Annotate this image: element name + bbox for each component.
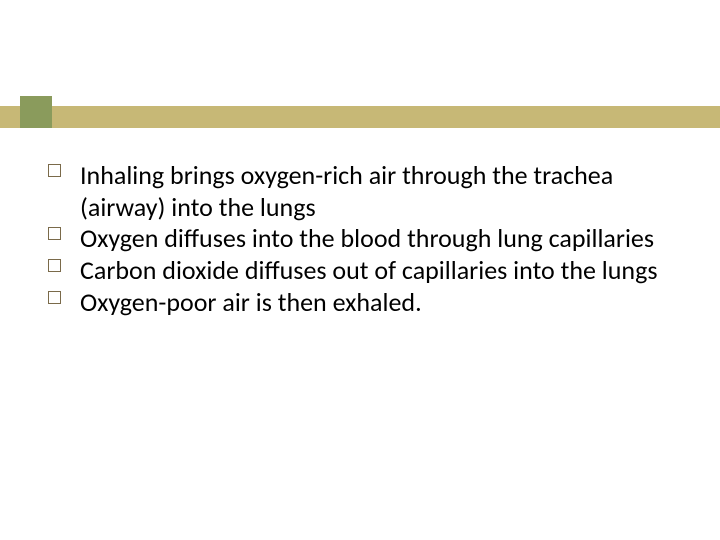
slide-header <box>0 0 720 128</box>
list-item: Inhaling brings oxygen-rich air through … <box>48 160 668 223</box>
bullet-text: Oxygen-poor air is then exhaled. <box>80 286 422 318</box>
list-item: Oxygen-poor air is then exhaled. <box>48 287 668 319</box>
list-item: Carbon dioxide diffuses out of capillari… <box>48 255 668 287</box>
accent-bar <box>0 106 720 128</box>
square-bullet-icon <box>48 164 61 177</box>
accent-tab <box>20 96 52 128</box>
square-bullet-icon <box>48 291 61 304</box>
bullet-text: Oxygen diffuses into the blood through l… <box>80 222 654 254</box>
slide: Inhaling brings oxygen-rich air through … <box>0 0 720 540</box>
square-bullet-icon <box>48 227 61 240</box>
bullet-list: Inhaling brings oxygen-rich air through … <box>48 160 668 319</box>
list-item: Oxygen diffuses into the blood through l… <box>48 223 668 255</box>
bullet-text: Carbon dioxide diffuses out of capillari… <box>80 254 657 286</box>
content-area: Inhaling brings oxygen-rich air through … <box>48 160 668 319</box>
bullet-text: Inhaling brings oxygen-rich air through … <box>80 159 613 223</box>
square-bullet-icon <box>48 259 61 272</box>
